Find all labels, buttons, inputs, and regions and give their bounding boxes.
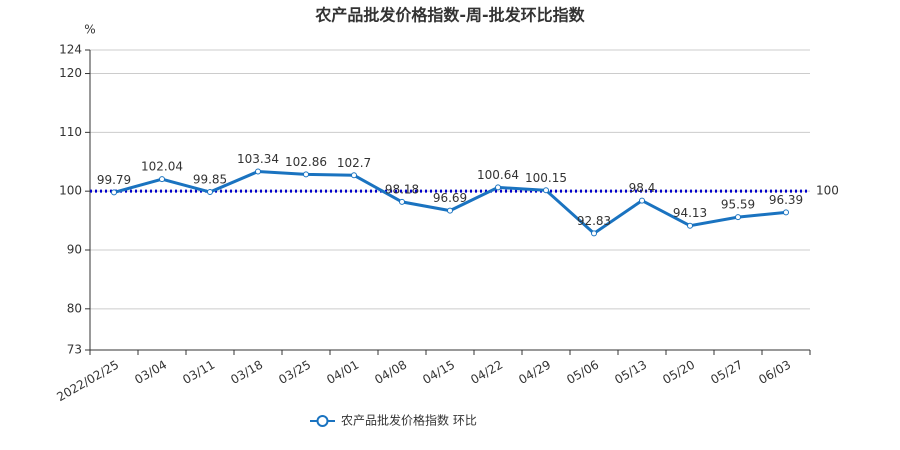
data-label: 96.39 (769, 193, 803, 207)
x-tick-label: 03/11 (180, 358, 217, 387)
x-tick-label: 04/29 (516, 358, 553, 387)
y-tick-label: 90 (67, 243, 82, 257)
point (735, 214, 741, 221)
x-tick-label: 05/27 (708, 358, 745, 387)
point (783, 209, 789, 216)
data-label: 100.64 (477, 168, 519, 182)
chart-title: 农产品批发价格指数-周-批发环比指数 (314, 6, 585, 25)
point (159, 176, 165, 183)
x-tick-label: 2022/02/25 (54, 358, 121, 405)
point (399, 198, 405, 205)
y-tick-label: 73 (67, 343, 82, 357)
legend-marker (316, 415, 329, 427)
x-tick-label: 03/25 (276, 358, 313, 387)
point (255, 168, 261, 175)
point (543, 187, 549, 194)
point (303, 171, 309, 178)
data-label: 95.59 (721, 198, 755, 212)
y-tick-label: 120 (59, 66, 82, 80)
y-tick-label: 110 (59, 125, 82, 139)
point (495, 184, 501, 191)
data-label: 99.79 (97, 173, 131, 187)
x-tick-label: 04/22 (468, 358, 505, 387)
point (207, 189, 213, 196)
x-tick-label: 05/13 (612, 358, 649, 387)
y-tick-label: 80 (67, 301, 82, 315)
point (351, 172, 357, 179)
y-tick-label: 124 (59, 43, 82, 57)
data-label: 102.7 (337, 156, 371, 170)
data-label: 99.85 (193, 173, 227, 187)
x-tick-label: 05/06 (564, 358, 601, 387)
data-label: 98.18 (385, 182, 419, 196)
data-label: 94.13 (673, 206, 707, 220)
data-label: 103.34 (237, 152, 279, 166)
data-label: 98.4 (629, 181, 656, 195)
y-tick-label: 100 (59, 184, 82, 198)
data-label: 102.04 (141, 160, 183, 174)
data-label: 100.15 (525, 171, 567, 185)
point (111, 189, 117, 196)
x-tick-label: 04/01 (324, 358, 361, 387)
reference-label: 100 (816, 184, 839, 198)
point (591, 230, 597, 237)
point (639, 197, 645, 204)
data-label: 102.86 (285, 155, 327, 169)
x-tick-label: 06/03 (756, 358, 793, 387)
x-tick-label: 03/18 (228, 358, 265, 387)
x-tick-label: 03/04 (132, 358, 169, 387)
point (687, 222, 693, 229)
x-tick-label: 05/20 (660, 358, 697, 387)
point (447, 207, 453, 214)
x-tick-label: 04/08 (372, 358, 409, 387)
data-label: 92.83 (577, 214, 611, 228)
legend-label: 农产品批发价格指数 环比 (341, 413, 477, 428)
x-tick-label: 04/15 (420, 358, 457, 387)
data-label: 96.69 (433, 191, 467, 205)
y-unit: % (84, 23, 95, 37)
